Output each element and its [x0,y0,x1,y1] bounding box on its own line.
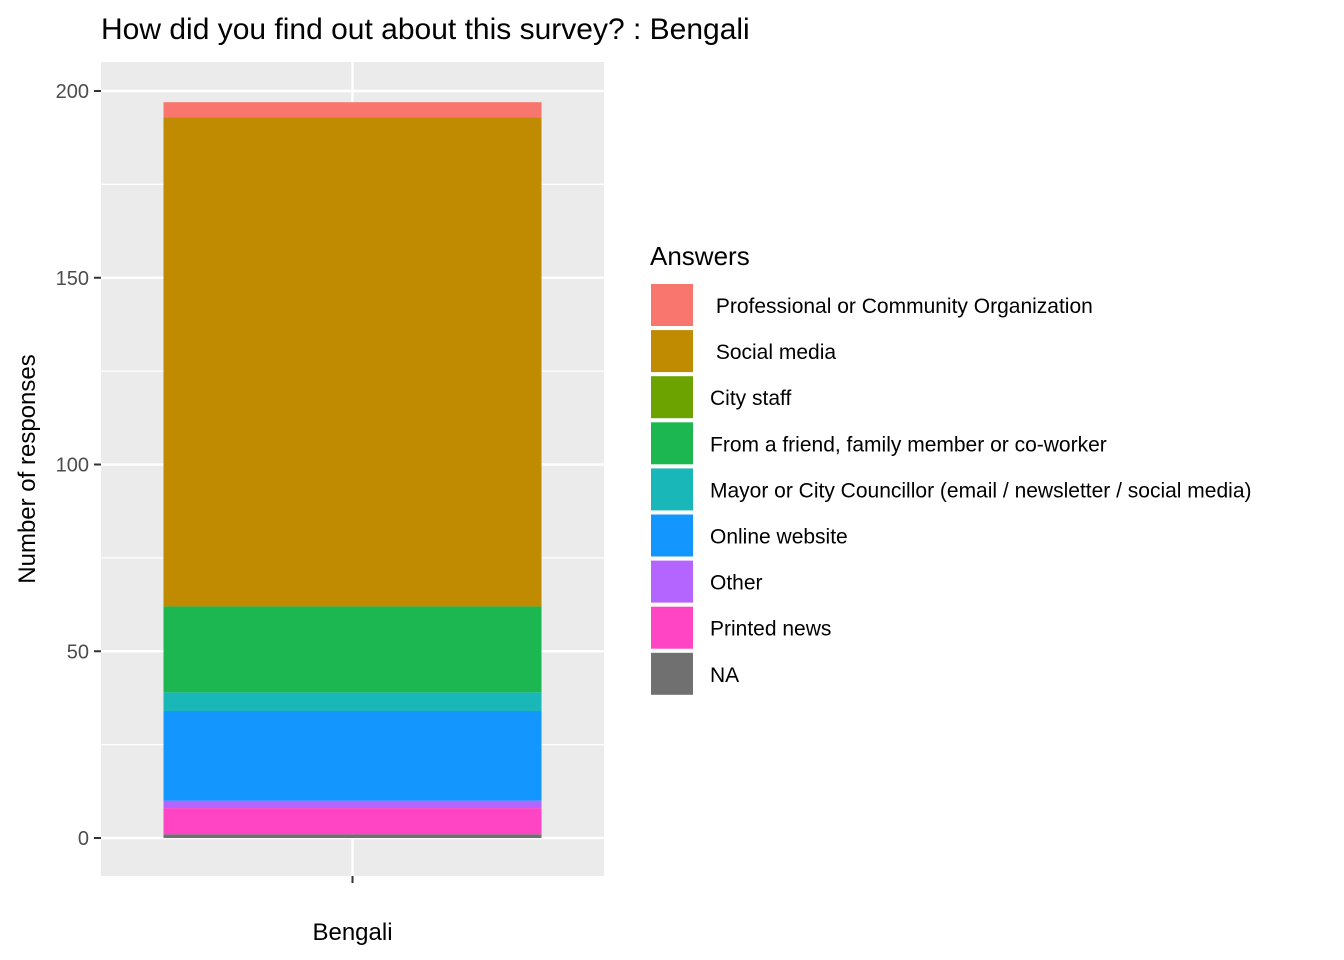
legend-label: City staff [710,387,791,410]
bar-segment-from-a-friend-family-member-or-co-worker [163,606,542,693]
legend-key [651,376,693,419]
y-tick-label: 200 [56,81,89,103]
x-axis: Bengali [312,876,393,946]
bar-segments [163,102,542,838]
y-tick-label: 100 [56,455,89,477]
legend: Professional or Community Organization S… [651,284,1252,695]
legend-key [651,330,693,373]
legend-label: Online website [710,526,848,549]
chart-title: How did you find out about this survey? … [101,13,750,46]
y-tick-label: 50 [67,641,89,663]
legend-label: NA [710,664,739,687]
bar-segment-na [163,834,542,838]
legend-key [651,514,693,557]
legend-title: Answers [650,241,750,271]
legend-key [651,560,693,603]
legend-key [651,652,693,695]
bar-segment-social-media [163,117,542,607]
bar-segment-professional-or-community-organization [163,102,542,118]
legend-key [651,284,693,326]
legend-key [651,422,693,465]
y-axis-title: Number of responses [14,354,41,583]
legend-label: Printed news [710,618,831,641]
y-axis: 0 50 100 150 200 [56,81,101,850]
bar-segment-printed-news [163,808,542,835]
legend-label: Professional or Community Organization [710,295,1093,318]
legend-label: From a friend, family member or co-worke… [710,433,1107,456]
y-tick-label: 150 [56,268,89,290]
legend-label: Social media [710,341,836,364]
x-tick-label: Bengali [312,919,392,946]
legend-key [651,606,693,649]
bar-segment-online-website [163,711,542,801]
y-tick-label: 0 [78,828,89,850]
bar-segment-other [163,800,542,809]
legend-label: Other [710,572,763,595]
bar-segment-mayor-or-city-councillor-email-newsletter-social-media [163,692,542,712]
legend-label: Mayor or City Councillor (email / newsle… [710,479,1252,502]
legend-key [651,468,693,511]
